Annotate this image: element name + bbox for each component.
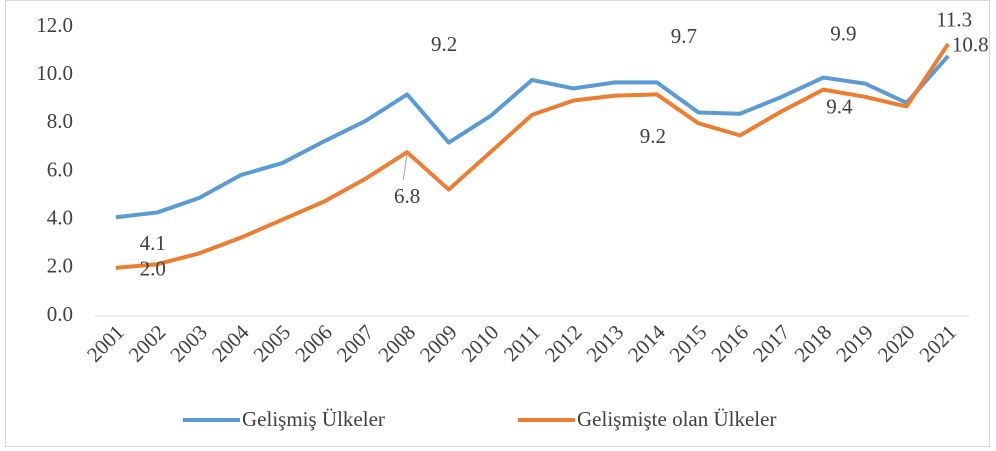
x-tick-label: 2011 (499, 320, 545, 366)
data-label: 10.8 (952, 33, 989, 57)
y-tick-label: 0.0 (47, 302, 73, 326)
data-label: 4.1 (140, 231, 166, 255)
x-tick-label: 2021 (914, 320, 961, 367)
x-tick-label: 2009 (415, 320, 462, 367)
x-tick-label: 2003 (165, 320, 212, 367)
x-tick-label: 2018 (790, 320, 837, 367)
y-tick-label: 12.0 (36, 13, 73, 37)
x-tick-label: 2007 (332, 320, 379, 367)
x-tick-label: 2015 (665, 320, 712, 367)
data-label: 9.2 (431, 32, 457, 56)
y-tick-label: 2.0 (47, 254, 73, 278)
legend-label: Gelişmiş Ülkeler (242, 407, 385, 431)
legend-label: Gelişmişte olan Ülkeler (577, 407, 776, 431)
data-label: 2.0 (140, 257, 166, 281)
y-tick-label: 10.0 (36, 61, 73, 85)
x-tick-label: 2014 (623, 320, 670, 367)
x-tick-label: 2016 (706, 320, 753, 367)
x-tick-label: 2012 (540, 320, 587, 367)
data-label: 9.7 (671, 24, 697, 48)
y-tick-label: 6.0 (47, 157, 73, 181)
data-label: 9.2 (640, 124, 666, 148)
x-tick-label: 2004 (207, 320, 254, 367)
x-tick-label: 2010 (457, 320, 504, 367)
x-tick-label: 2008 (373, 320, 420, 367)
x-tick-label: 2005 (249, 320, 296, 367)
x-tick-label: 2017 (748, 320, 795, 367)
x-tick-label: 2013 (582, 320, 629, 367)
x-tick-label: 2020 (873, 320, 920, 367)
data-label: 6.8 (394, 184, 420, 208)
data-label: 11.3 (936, 8, 972, 32)
y-tick-label: 8.0 (47, 109, 73, 133)
x-tick-label: 2019 (831, 320, 878, 367)
x-tick-label: 2001 (82, 320, 129, 367)
data-label: 9.4 (826, 94, 853, 118)
series-line (115, 42, 950, 270)
x-tick-label: 2006 (290, 320, 337, 367)
leader-line (402, 154, 408, 181)
y-tick-label: 4.0 (47, 205, 73, 229)
series-line (115, 54, 950, 220)
x-tick-label: 2002 (124, 320, 171, 367)
data-label: 9.9 (830, 21, 856, 45)
chart-border (5, 0, 990, 447)
